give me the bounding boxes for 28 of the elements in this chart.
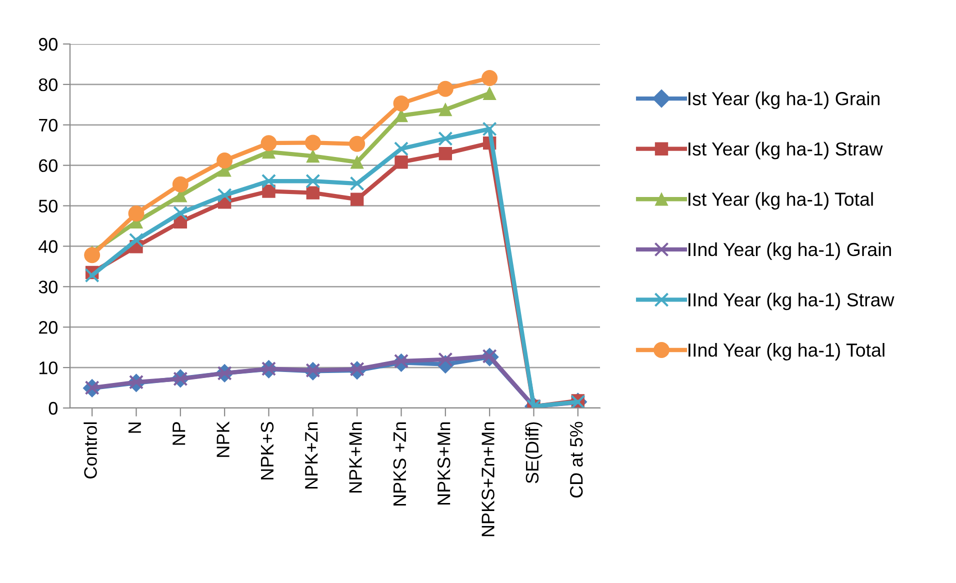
y-tick-label: 60 — [39, 159, 58, 172]
x-tick-label: NPK — [216, 421, 230, 457]
x-tick-label: NPK+Zn — [305, 422, 318, 488]
y-tick-label: 0 — [48, 402, 58, 415]
y-tick-label: 10 — [39, 361, 58, 374]
legend-label: IInd Year (kg ha-1) Total — [688, 342, 884, 360]
legend-label: Ist Year (kg ha-1) Grain — [688, 92, 880, 110]
x-tick-label: CD at 5% — [570, 422, 583, 498]
x-tick-label: NPKS+Zn+Mn — [482, 422, 494, 536]
legend-label: IInd Year (kg ha-1) Straw — [688, 292, 894, 310]
x-tick-label: NP — [172, 422, 186, 445]
x-tick-label: NPK+S — [260, 422, 274, 480]
legend-label: Ist Year (kg ha-1) Total — [688, 192, 873, 210]
x-tick-label: NPKS +Zn — [393, 422, 406, 506]
x-tick-label: N — [128, 422, 141, 433]
y-tick-label: 70 — [39, 118, 58, 132]
x-tick-label: NPKS+Mn — [437, 422, 450, 505]
y-tick-label: 50 — [38, 200, 58, 212]
x-tick-label: Control — [84, 422, 97, 478]
y-tick-label: 40 — [38, 240, 58, 253]
x-tick-label: NPK+Mn — [349, 422, 362, 492]
y-tick-label: 30 — [38, 280, 58, 294]
y-tick-label: 20 — [39, 321, 58, 334]
y-tick-label: 90 — [38, 38, 58, 51]
legend-label: Ist Year (kg ha-1) Straw — [688, 142, 883, 160]
x-tick-label: SE(Diff) — [525, 422, 542, 484]
legend-label: IInd Year (kg ha-1) Grain — [688, 242, 891, 260]
y-tick-label: 80 — [38, 78, 58, 92]
